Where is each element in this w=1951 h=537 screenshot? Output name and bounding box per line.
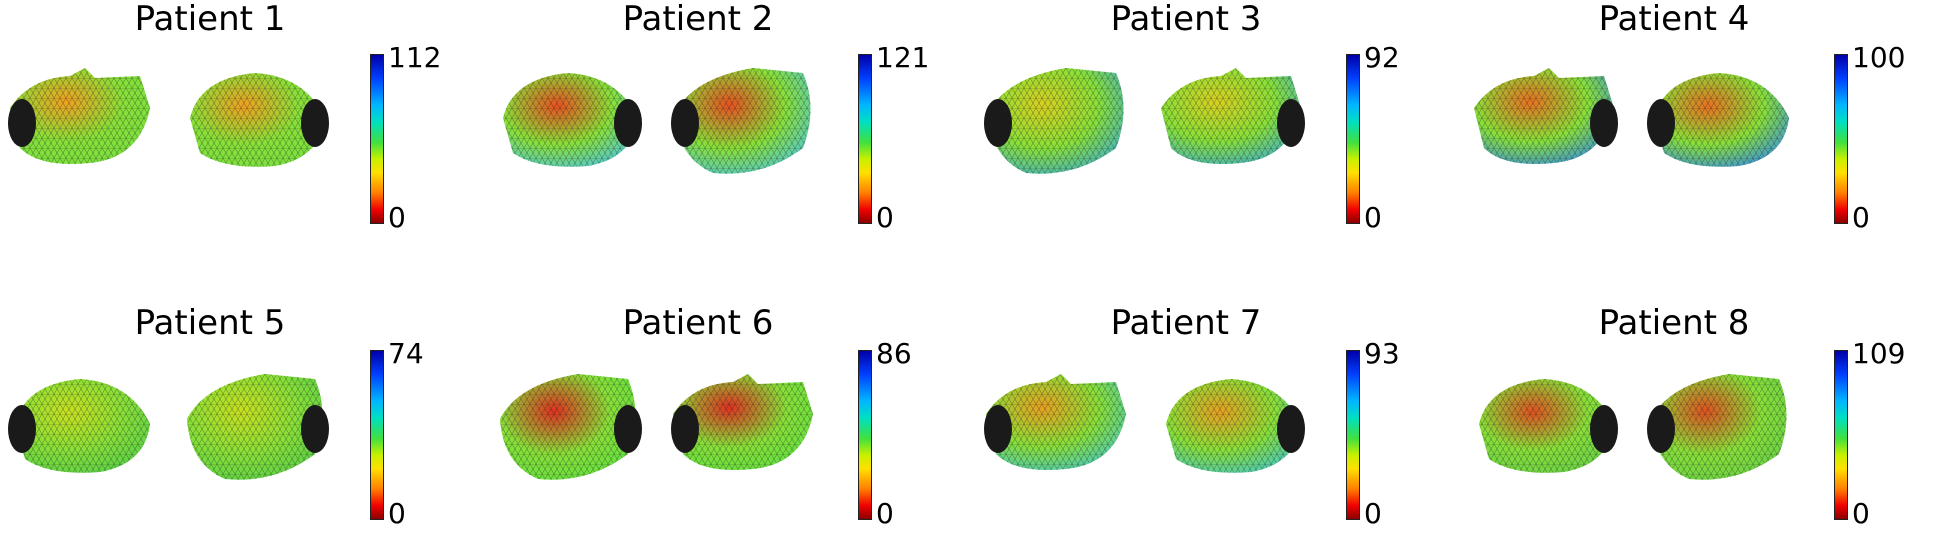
valve-opening (1590, 405, 1618, 453)
colorbar-min-label: 0 (876, 201, 894, 234)
mesh-overlay (10, 68, 150, 164)
right-mesh-view (1639, 354, 1799, 504)
colorbar-max-label: 86 (876, 337, 912, 370)
valve-opening (614, 99, 642, 147)
valve-opening (671, 99, 699, 147)
valve-opening (984, 405, 1012, 453)
valve-opening (1277, 99, 1305, 147)
valve-opening (1590, 99, 1618, 147)
valve-opening (614, 405, 642, 453)
colorbar-max-label: 100 (1852, 41, 1906, 74)
right-mesh-view (1639, 48, 1799, 198)
colorbar-max-label: 121 (876, 41, 930, 74)
colorbar (370, 350, 384, 520)
left-mesh-view (0, 354, 160, 504)
right-mesh-view (175, 354, 335, 504)
panel-title: Patient 7 (1110, 303, 1262, 343)
patient-panel: Patient 4 100 0 (1464, 0, 1951, 268)
colorbar-max-label: 74 (388, 337, 424, 370)
valve-opening (301, 99, 329, 147)
mesh-overlay (1474, 68, 1614, 164)
mesh-overlay (503, 73, 638, 167)
panel-title: Patient 4 (1598, 0, 1750, 39)
mesh-overlay (1654, 73, 1789, 167)
panel-title: Patient 6 (622, 303, 774, 343)
colorbar (1346, 54, 1360, 224)
colorbar (858, 350, 872, 520)
left-mesh-view (1464, 48, 1624, 198)
mesh-overlay (187, 374, 323, 480)
colorbar (1346, 350, 1360, 520)
panel-title: Patient 3 (1110, 0, 1262, 39)
colorbar (1834, 350, 1848, 520)
patient-panel: Patient 8 109 0 (1464, 268, 1951, 536)
left-mesh-view (976, 48, 1136, 198)
valve-opening (8, 405, 36, 453)
left-mesh-view (0, 48, 160, 198)
patient-panel: Patient 5 74 0 (0, 268, 487, 536)
colorbar-min-label: 0 (1364, 201, 1382, 234)
patient-panel: Patient 1 112 0 (0, 0, 487, 268)
left-mesh-view (488, 354, 648, 504)
right-mesh-view (1151, 48, 1311, 198)
colorbar (1834, 54, 1848, 224)
valve-opening (671, 405, 699, 453)
colorbar-max-label: 93 (1364, 337, 1400, 370)
mesh-overlay (986, 374, 1126, 470)
mesh-overlay (500, 374, 636, 480)
panel-title: Patient 5 (134, 303, 286, 343)
left-mesh-view (976, 354, 1136, 504)
panel-title: Patient 8 (1598, 303, 1750, 343)
patient-panel: Patient 7 93 0 (976, 268, 1463, 536)
mesh-overlay (1161, 68, 1301, 164)
mesh-overlay (190, 73, 325, 167)
colorbar-min-label: 0 (1852, 201, 1870, 234)
mesh-overlay (1479, 379, 1614, 473)
colorbar (370, 54, 384, 224)
colorbar-min-label: 0 (1364, 497, 1382, 530)
valve-opening (1647, 99, 1675, 147)
right-mesh-view (1151, 354, 1311, 504)
colorbar-max-label: 92 (1364, 41, 1400, 74)
valve-opening (8, 99, 36, 147)
colorbar-min-label: 0 (388, 497, 406, 530)
left-mesh-view (1464, 354, 1624, 504)
panel-title: Patient 1 (134, 0, 286, 39)
mesh-overlay (988, 68, 1124, 174)
right-mesh-view (663, 48, 823, 198)
mesh-overlay (1166, 379, 1301, 473)
right-mesh-view (663, 354, 823, 504)
mesh-overlay (15, 379, 150, 473)
colorbar-min-label: 0 (388, 201, 406, 234)
panel-title: Patient 2 (622, 0, 774, 39)
valve-opening (1647, 405, 1675, 453)
colorbar-min-label: 0 (876, 497, 894, 530)
colorbar (858, 54, 872, 224)
right-mesh-view (175, 48, 335, 198)
patient-panel: Patient 3 92 0 (976, 0, 1463, 268)
colorbar-max-label: 109 (1852, 337, 1906, 370)
valve-opening (984, 99, 1012, 147)
left-mesh-view (488, 48, 648, 198)
colorbar-min-label: 0 (1852, 497, 1870, 530)
mesh-overlay (1651, 374, 1787, 480)
mesh-overlay (673, 374, 813, 470)
valve-opening (1277, 405, 1305, 453)
patient-panel: Patient 6 86 0 (488, 268, 975, 536)
valve-opening (301, 405, 329, 453)
mesh-overlay (675, 68, 811, 174)
colorbar-max-label: 112 (388, 41, 442, 74)
patient-panel: Patient 2 121 0 (488, 0, 975, 268)
